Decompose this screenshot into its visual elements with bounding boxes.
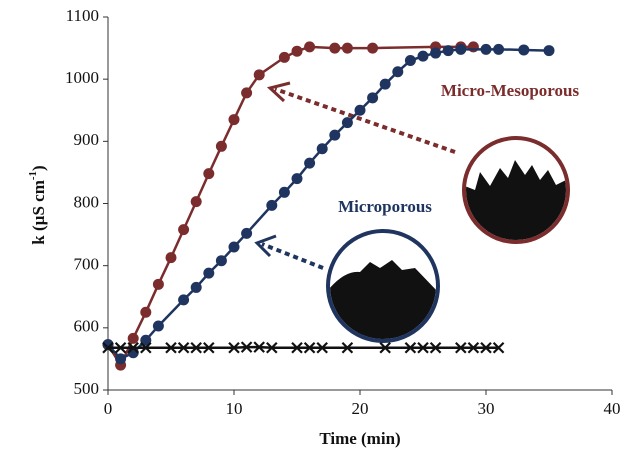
point [153, 279, 164, 290]
point [216, 255, 227, 266]
point [304, 41, 315, 52]
point [203, 168, 214, 179]
y-tick-label: 500 [74, 379, 100, 398]
point [544, 45, 555, 56]
point [329, 43, 340, 54]
point [468, 41, 479, 52]
y-label-part: k (µS cm [29, 180, 48, 245]
y-tick-label: 700 [74, 255, 100, 274]
x-axis-label: Time (min) [319, 429, 400, 448]
point [128, 333, 139, 344]
point [342, 117, 353, 128]
point [216, 141, 227, 152]
point [317, 143, 328, 154]
point [292, 173, 303, 184]
x-tick-label: 10 [226, 399, 243, 418]
point [166, 252, 177, 263]
x-tick-label: 30 [478, 399, 495, 418]
y-tick-label: 1000 [65, 68, 99, 87]
point [493, 44, 504, 55]
point [481, 44, 492, 55]
point [329, 130, 340, 141]
point [304, 158, 315, 169]
point [178, 294, 189, 305]
annotation: Micro-Mesoporous [441, 81, 580, 100]
point [279, 52, 290, 63]
point [254, 69, 265, 80]
series-line [108, 347, 499, 348]
point [203, 268, 214, 279]
point [367, 92, 378, 103]
point [229, 114, 240, 125]
point [367, 43, 378, 54]
point [518, 44, 529, 55]
point [191, 282, 202, 293]
y-tick-label: 900 [74, 130, 100, 149]
x-tick-label: 0 [104, 399, 113, 418]
point [342, 43, 353, 54]
point [455, 44, 466, 55]
y-label-part: ) [29, 165, 48, 171]
point [392, 66, 403, 77]
point [279, 187, 290, 198]
point [292, 46, 303, 57]
point [405, 55, 416, 66]
x-tick-label: 40 [604, 399, 621, 418]
point [178, 224, 189, 235]
chart: k (µS cm-1) Time (min) Micro-Mesoporous … [0, 0, 629, 457]
point [430, 48, 441, 59]
point [241, 228, 252, 239]
y-tick-label: 800 [74, 192, 100, 211]
y-tick-label: 1100 [66, 6, 99, 25]
point [153, 320, 164, 331]
point [443, 45, 454, 56]
point [191, 196, 202, 207]
point [355, 105, 366, 116]
point [266, 200, 277, 211]
y-label-sup: -1 [27, 171, 39, 180]
point [229, 242, 240, 253]
point [241, 87, 252, 98]
point [115, 353, 126, 364]
point [380, 79, 391, 90]
y-tick-label: 600 [74, 317, 100, 336]
point [140, 307, 151, 318]
annotation: Microporous [338, 197, 432, 216]
point [418, 51, 429, 62]
x-tick-label: 20 [352, 399, 369, 418]
